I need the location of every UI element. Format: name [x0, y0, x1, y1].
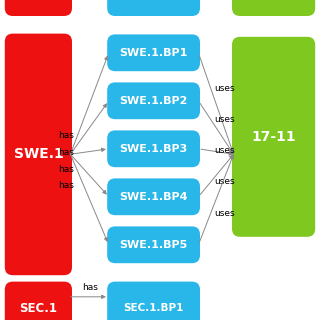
Text: has: has [58, 181, 74, 190]
FancyBboxPatch shape [107, 282, 200, 320]
Text: SWE.1.BP3: SWE.1.BP3 [119, 144, 188, 154]
Text: SWE.1.BP5: SWE.1.BP5 [119, 240, 188, 250]
Text: SEC.1: SEC.1 [20, 301, 57, 315]
Text: SWE.1.BP4: SWE.1.BP4 [119, 192, 188, 202]
Text: SWE.1.BP1: SWE.1.BP1 [119, 48, 188, 58]
Text: uses: uses [214, 177, 235, 187]
FancyBboxPatch shape [5, 0, 72, 16]
Text: has: has [58, 164, 74, 174]
Text: SWE.1: SWE.1 [13, 148, 63, 161]
FancyBboxPatch shape [107, 179, 200, 215]
FancyBboxPatch shape [5, 282, 72, 320]
Text: SEC.1.BP1: SEC.1.BP1 [124, 303, 184, 313]
Text: uses: uses [214, 209, 235, 218]
Text: has: has [82, 283, 98, 292]
FancyBboxPatch shape [107, 227, 200, 263]
FancyBboxPatch shape [107, 82, 200, 119]
Text: has: has [58, 131, 74, 140]
Text: uses: uses [214, 115, 235, 124]
Text: uses: uses [214, 146, 235, 155]
Text: uses: uses [214, 84, 235, 93]
FancyBboxPatch shape [107, 0, 200, 16]
FancyBboxPatch shape [232, 37, 315, 237]
Text: has: has [58, 148, 74, 157]
FancyBboxPatch shape [232, 0, 315, 16]
FancyBboxPatch shape [5, 34, 72, 275]
FancyBboxPatch shape [107, 35, 200, 71]
FancyBboxPatch shape [107, 130, 200, 167]
Text: 17-11: 17-11 [251, 130, 296, 144]
Text: SWE.1.BP2: SWE.1.BP2 [119, 96, 188, 106]
